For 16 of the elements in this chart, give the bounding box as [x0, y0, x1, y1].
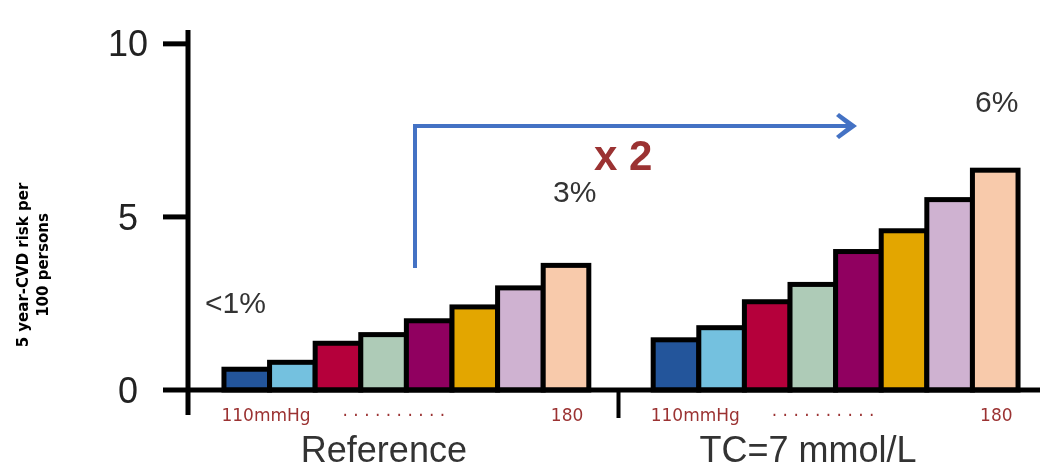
annotation: 3% [553, 175, 597, 208]
x-tick-label: TC=7 mmol/L [699, 429, 917, 470]
text: 180 [980, 405, 1013, 425]
y-tick-label: 10 [107, 23, 149, 65]
text: 180 [550, 405, 584, 425]
annotation: <1% [205, 286, 266, 319]
text: · · · · · · · · · · [342, 405, 446, 425]
x-tick-label: Reference [300, 429, 467, 470]
text: 110mmHg [650, 405, 740, 425]
y-axis-title: 5 year-CVD risk per 100 persons [14, 182, 52, 348]
text: 110mmHg [221, 405, 311, 425]
annotation: x 2 [594, 132, 653, 179]
y-tick-label: 5 [117, 196, 139, 238]
annotation: 6% [975, 85, 1019, 118]
y-tick-label: 0 [117, 369, 139, 411]
text: · · · · · · · · · · [771, 405, 875, 425]
